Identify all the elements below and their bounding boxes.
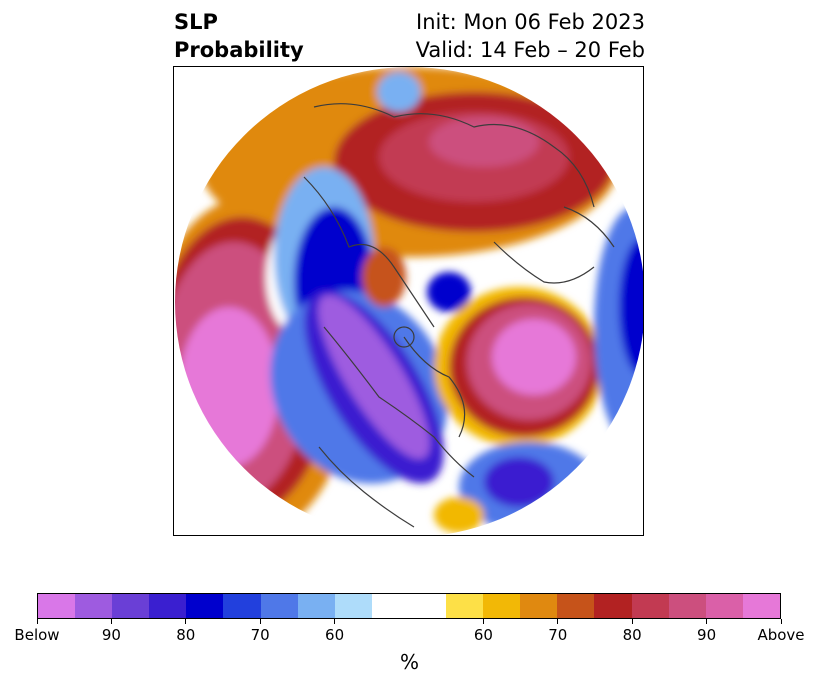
colorbar-tick (185, 619, 187, 624)
colorbar-tick (110, 619, 112, 624)
colorbar-tick-label: 80 (622, 626, 642, 644)
colorbar-tick (482, 619, 484, 624)
colorbar-tick-label: 60 (473, 626, 493, 644)
title-line-2: Probability (174, 38, 304, 62)
colorbar-segment (297, 594, 335, 618)
colorbar-segment (223, 594, 261, 618)
colorbar-segment (38, 594, 76, 618)
init-date: Init: Mon 06 Feb 2023 (416, 10, 645, 34)
colorbar-tick-label: 60 (325, 626, 345, 644)
colorbar-segment (557, 594, 595, 618)
colorbar-segment (446, 594, 484, 618)
colorbar-tick-label: 90 (101, 626, 121, 644)
map-title: SLP Probability (174, 8, 304, 64)
valid-range: Valid: 14 Feb – 20 Feb (415, 38, 645, 62)
colorbar-segment (112, 594, 150, 618)
colorbar-tick (259, 619, 261, 624)
colorbar (37, 593, 781, 619)
colorbar-tick-label: 80 (176, 626, 196, 644)
colorbar-tick-label: 90 (697, 626, 717, 644)
colorbar-unit-label: % (399, 650, 419, 674)
colorbar-segment (483, 594, 521, 618)
colorbar-segment (594, 594, 632, 618)
probability-field (175, 67, 643, 535)
colorbar-tick-label: 70 (548, 626, 568, 644)
colorbar-tick-label: 70 (250, 626, 270, 644)
colorbar-tick (557, 619, 559, 624)
colorbar-segment (742, 594, 780, 618)
colorbar-segment (334, 594, 372, 618)
colorbar-tick-label: Below (14, 626, 60, 644)
colorbar-segment (520, 594, 558, 618)
polar-map (173, 66, 644, 536)
date-info: Init: Mon 06 Feb 2023 Valid: 14 Feb – 20… (416, 8, 645, 64)
colorbar-segment (668, 594, 706, 618)
title-line-1: SLP (174, 10, 218, 34)
colorbar-segment (371, 594, 447, 618)
colorbar-segment (75, 594, 113, 618)
colorbar-tick (36, 619, 38, 624)
colorbar-segment (260, 594, 298, 618)
colorbar-tick (706, 619, 708, 624)
colorbar-tick (334, 619, 336, 624)
colorbar-tick (631, 619, 633, 624)
colorbar-tick (780, 619, 782, 624)
colorbar-segment (186, 594, 224, 618)
colorbar-segment (149, 594, 187, 618)
colorbar-tick-label: Above (757, 626, 805, 644)
colorbar-segment (705, 594, 743, 618)
colorbar-segment (631, 594, 669, 618)
